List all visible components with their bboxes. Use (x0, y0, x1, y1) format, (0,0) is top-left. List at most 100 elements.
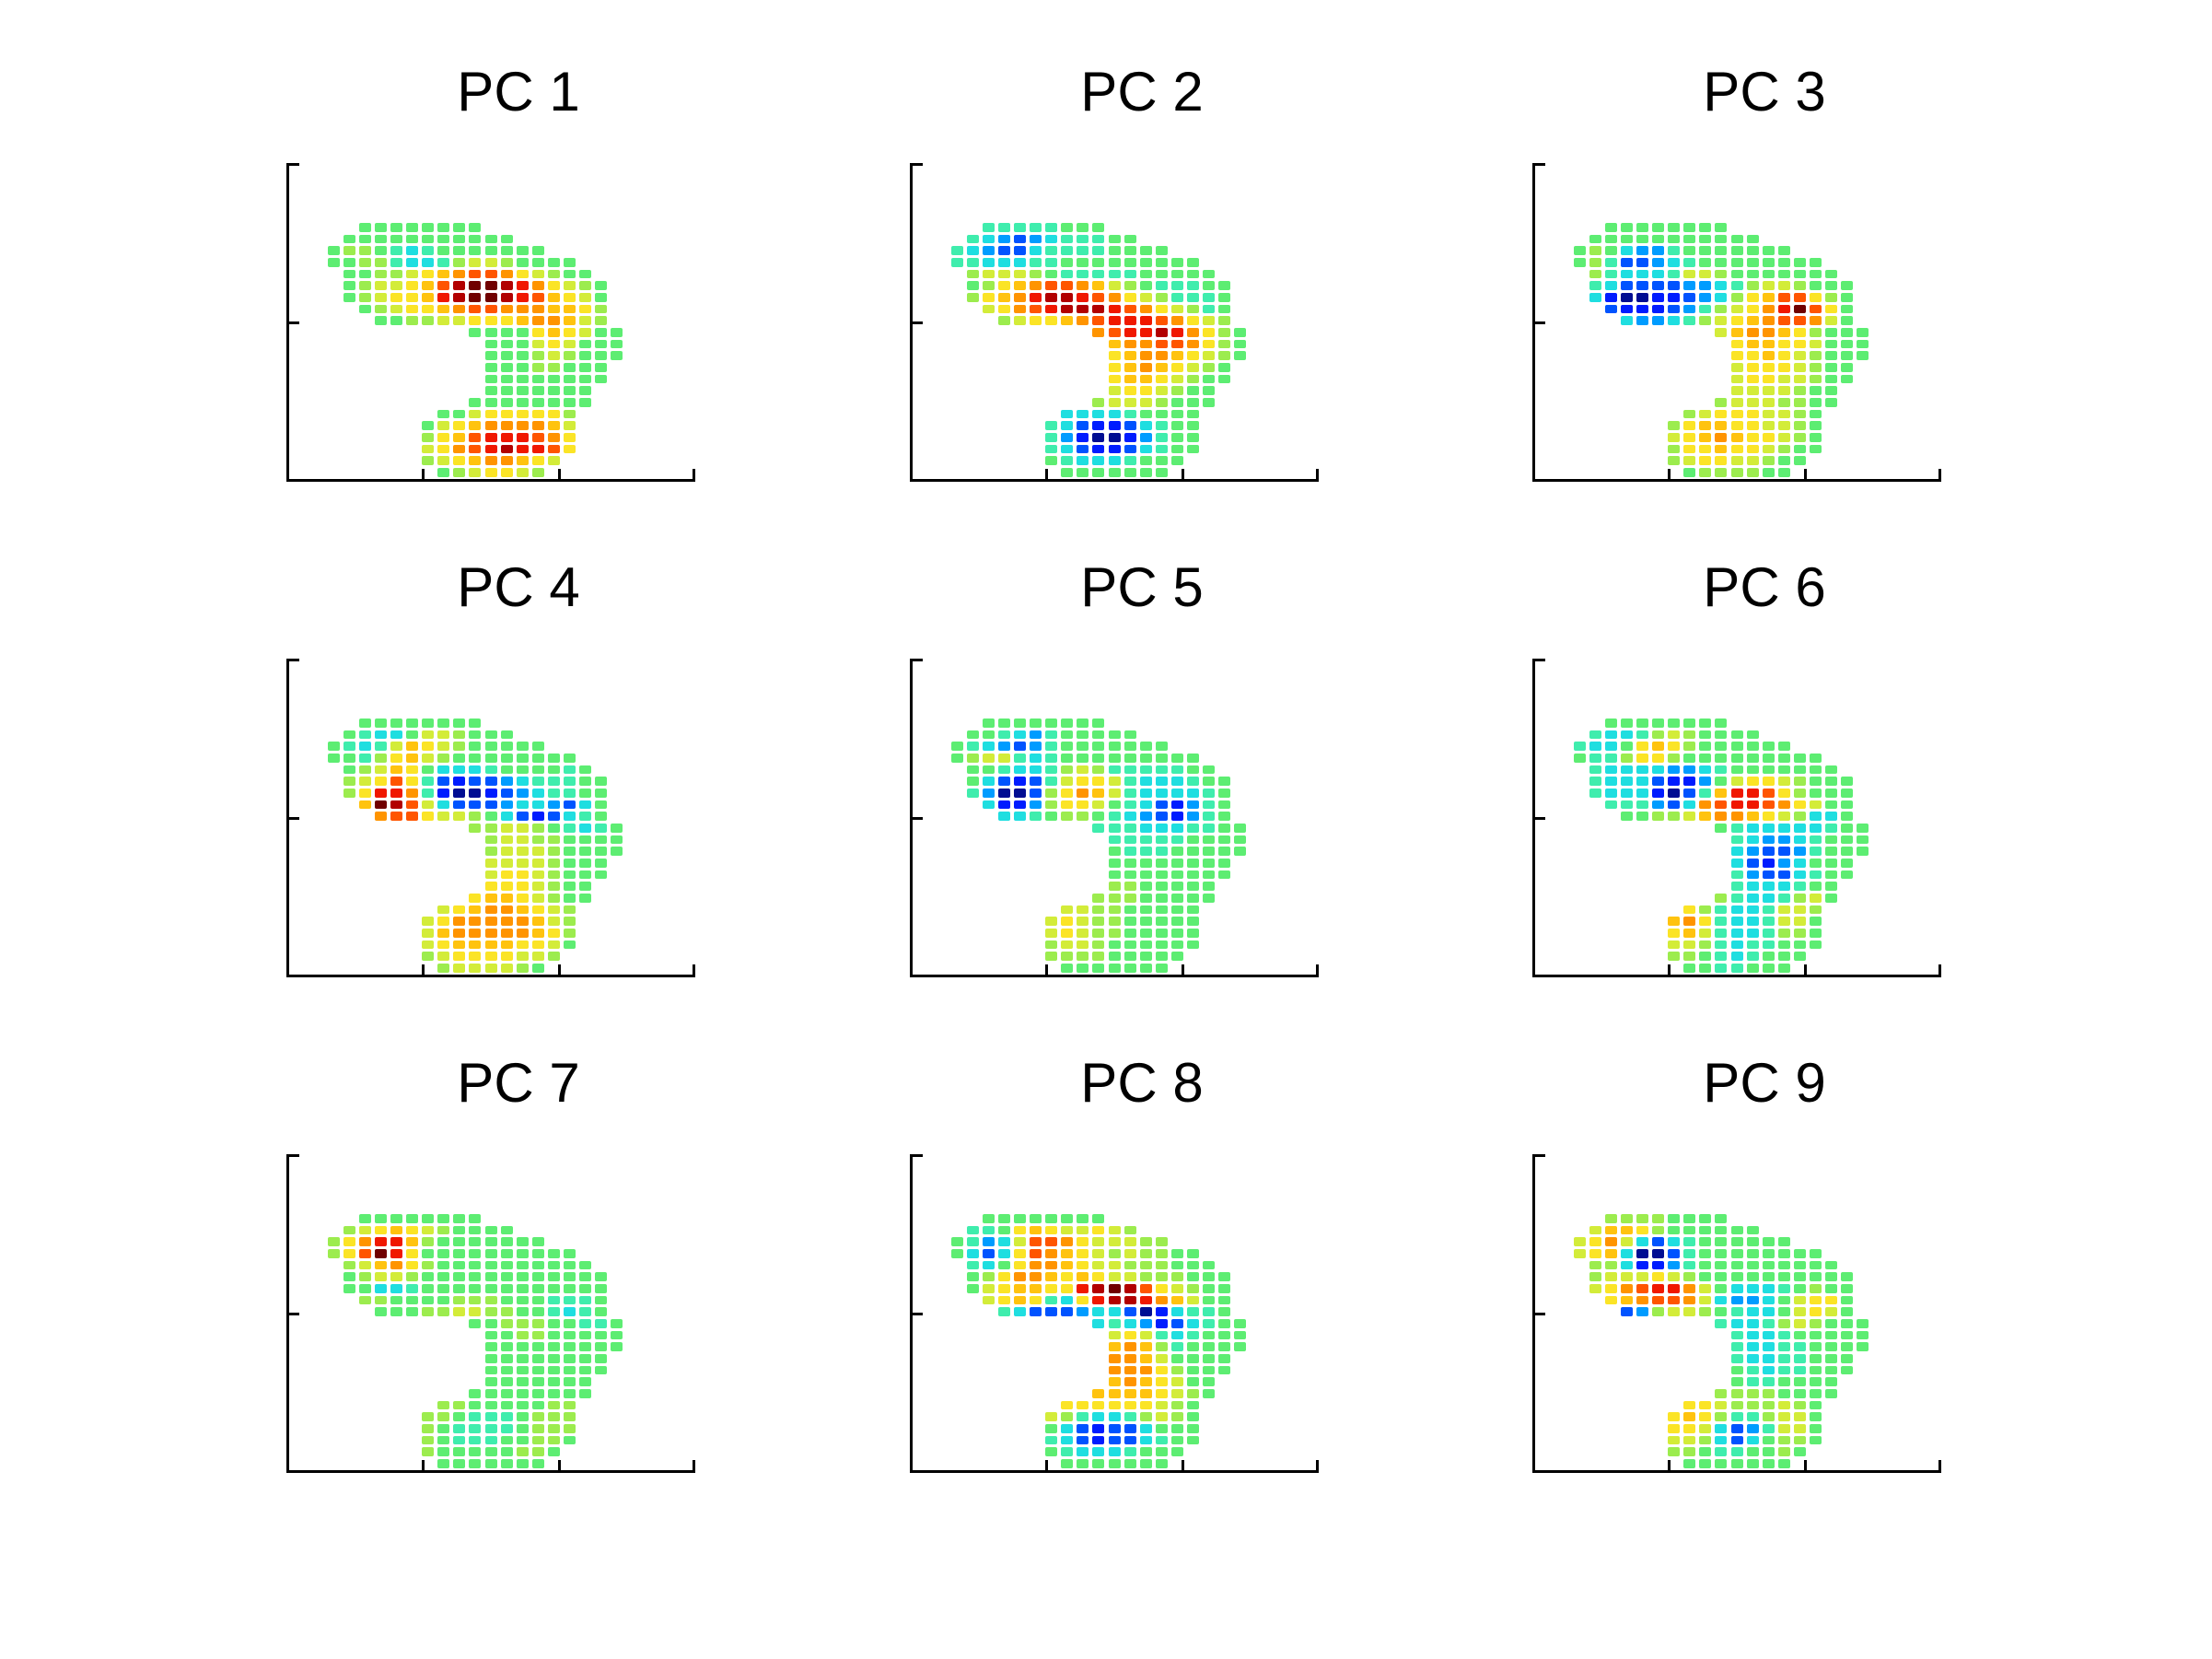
pressure-cell (1202, 316, 1215, 325)
pressure-cell (1824, 789, 1837, 798)
pressure-cell (531, 847, 544, 856)
pressure-cell (1746, 789, 1759, 798)
pressure-cell (1155, 754, 1168, 763)
pressure-cell (531, 1365, 544, 1375)
pressure-cell (484, 847, 497, 856)
pressure-cell (484, 1225, 497, 1235)
pressure-cell (1699, 1447, 1712, 1456)
pressure-cell (484, 258, 497, 267)
pressure-cell (594, 870, 607, 880)
pressure-cell (375, 269, 388, 279)
pressure-cell (500, 1377, 513, 1386)
pressure-cell (1030, 1272, 1042, 1281)
pressure-cell (1762, 1284, 1775, 1293)
pressure-cell (1108, 824, 1121, 833)
pressure-cell (1652, 1249, 1665, 1258)
pressure-cell (547, 363, 560, 372)
pressure-cell (1123, 339, 1136, 349)
pressure-cell (469, 1272, 482, 1281)
pressure-cell (484, 444, 497, 454)
pressure-cell (1856, 328, 1869, 337)
pressure-cell (422, 269, 435, 279)
pressure-cell (1777, 328, 1790, 337)
pressure-cell (437, 223, 450, 232)
pressure-cell (469, 1400, 482, 1410)
pressure-cell (516, 1319, 529, 1328)
plot-area (286, 163, 695, 482)
pressure-cell (983, 754, 995, 763)
pressure-cell (1762, 859, 1775, 868)
pressure-cell (1621, 765, 1634, 775)
pressure-cell (1170, 258, 1183, 267)
pressure-cell (375, 1295, 388, 1305)
pressure-cell (1092, 1214, 1105, 1223)
pressure-cell (390, 730, 403, 740)
pressure-cell (1217, 824, 1230, 833)
pressure-cell (1605, 789, 1618, 798)
pressure-cell (983, 1249, 995, 1258)
pressure-cell (1155, 351, 1168, 360)
pressure-cell (1077, 1260, 1089, 1270)
pressure-cell (1108, 730, 1121, 740)
x-axis-tick (1667, 469, 1671, 479)
pressure-cell (1045, 444, 1058, 454)
pressure-cell (1730, 246, 1743, 255)
pressure-cell (484, 1354, 497, 1363)
pressure-cell (531, 409, 544, 419)
pressure-cell (1574, 742, 1586, 751)
pressure-cell (1108, 351, 1121, 360)
pressure-cell (390, 234, 403, 244)
pressure-cell (1652, 789, 1665, 798)
pressure-cell (1715, 800, 1728, 810)
pressure-cell (516, 281, 529, 290)
pressure-cell (1186, 409, 1199, 419)
pressure-cell (484, 800, 497, 810)
pressure-cell (1045, 812, 1058, 821)
pressure-cell (1123, 246, 1136, 255)
pressure-cell (1715, 1447, 1728, 1456)
pressure-cell (1155, 316, 1168, 325)
pressure-cell (1621, 281, 1634, 290)
pressure-cell (469, 468, 482, 477)
pressure-cell (359, 765, 372, 775)
pressure-cell (516, 363, 529, 372)
pressure-cell (406, 1295, 419, 1305)
pressure-cell (531, 859, 544, 868)
pressure-cell (1170, 386, 1183, 395)
pressure-cell (437, 234, 450, 244)
pressure-cell (1045, 789, 1058, 798)
pressure-cell (1809, 1365, 1822, 1375)
pressure-cell (437, 1400, 450, 1410)
pressure-cell (594, 328, 607, 337)
pressure-cell (516, 1295, 529, 1305)
pressure-cell (1715, 293, 1728, 302)
pressure-cell (1715, 258, 1728, 267)
pressure-cell (1652, 730, 1665, 740)
pressure-cell (1824, 894, 1837, 903)
pressure-cell (563, 421, 576, 430)
pressure-cell (1621, 754, 1634, 763)
pressure-cell (1589, 246, 1602, 255)
pressure-cell (390, 1284, 403, 1293)
pressure-cell (1715, 433, 1728, 442)
pressure-cell (1061, 304, 1074, 314)
pressure-cell (1809, 905, 1822, 915)
pressure-cell (1061, 964, 1074, 973)
pressure-cell (406, 234, 419, 244)
pressure-cell (516, 1307, 529, 1316)
pressure-cell (1809, 1354, 1822, 1363)
pressure-cell (1777, 433, 1790, 442)
pressure-cell (1621, 258, 1634, 267)
pressure-cell (1014, 1214, 1027, 1223)
x-axis-tick (1938, 964, 1941, 975)
pressure-cell (1092, 917, 1105, 926)
pressure-cell (1840, 777, 1853, 786)
pressure-cell (1155, 1435, 1168, 1445)
pressure-cell (563, 929, 576, 938)
pressure-cell (437, 812, 450, 821)
pressure-cell (1139, 742, 1152, 751)
pressure-cell (516, 1365, 529, 1375)
pressure-cell (531, 444, 544, 454)
pressure-cell (1730, 374, 1743, 384)
pressure-cell (1730, 847, 1743, 856)
